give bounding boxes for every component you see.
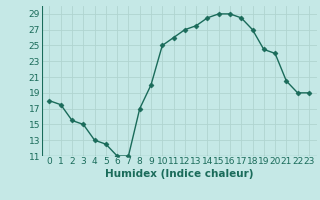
- X-axis label: Humidex (Indice chaleur): Humidex (Indice chaleur): [105, 169, 253, 179]
